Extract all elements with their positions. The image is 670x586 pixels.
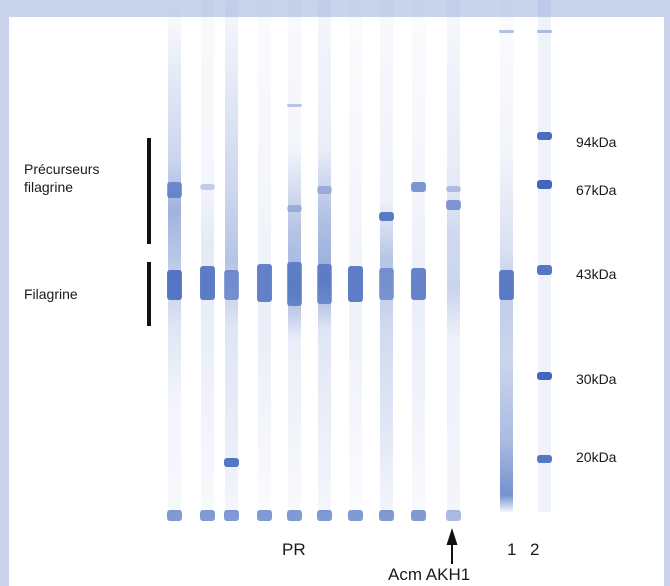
- precursors-bracket: [147, 138, 151, 244]
- marker-label-43kda: 43kDa: [576, 266, 617, 282]
- gel-band: [287, 262, 302, 306]
- marker-label-67kda: 67kDa: [576, 182, 617, 198]
- gel-lane-12: [537, 0, 552, 512]
- precursors-label-line2: filagrine: [24, 179, 74, 195]
- gel-band: [200, 266, 215, 300]
- gel-band: [224, 458, 239, 467]
- gel-lane-7: [348, 0, 363, 521]
- gel-band: [257, 510, 272, 521]
- filaggrin-bracket: [147, 262, 151, 326]
- marker-label-30kda: 30kDa: [576, 371, 617, 387]
- gel-band: [446, 186, 461, 192]
- gel-band: [317, 264, 332, 304]
- gel-lane-4: [257, 0, 272, 521]
- gel-band: [411, 268, 426, 300]
- gel-band: [537, 455, 552, 463]
- gel-band: [257, 264, 272, 302]
- gel-lane-2: [200, 0, 215, 521]
- gel-band: [200, 510, 215, 521]
- gel-band: [287, 205, 302, 212]
- gel-band: [317, 510, 332, 521]
- lane-2-label: 2: [530, 540, 540, 559]
- gel-band: [224, 270, 239, 300]
- gel-band: [537, 180, 552, 189]
- gel-band: [167, 510, 182, 521]
- filaggrin-label: Filagrine: [24, 286, 78, 302]
- gel-band: [537, 30, 552, 33]
- gel-band: [537, 132, 552, 140]
- gel-band: [411, 182, 426, 192]
- marker-label-20kda: 20kDa: [576, 449, 617, 465]
- gel-band: [287, 510, 302, 521]
- up-arrow-icon: [446, 528, 458, 564]
- gel-band: [224, 510, 239, 521]
- blot-panel: [9, 17, 664, 586]
- gel-band: [317, 186, 332, 194]
- gel-band: [167, 270, 182, 300]
- gel-band: [379, 510, 394, 521]
- gel-lane-6: [317, 0, 332, 521]
- gel-band: [379, 212, 394, 221]
- gel-lane-11: [499, 0, 514, 512]
- gel-lane-3: [224, 0, 239, 521]
- gel-band: [379, 268, 394, 300]
- gel-band: [411, 510, 426, 521]
- gel-band: [167, 182, 182, 198]
- gel-lane-1: [167, 0, 182, 521]
- gel-band: [287, 104, 302, 107]
- gel-lane-8: [379, 0, 394, 521]
- marker-label-94kda: 94kDa: [576, 134, 617, 150]
- gel-lane-5: [287, 0, 302, 521]
- gel-band: [348, 266, 363, 302]
- gel-lane-9: [411, 0, 426, 521]
- pr-label: PR: [282, 540, 306, 559]
- gel-band: [537, 372, 552, 380]
- precursors-label-line1: Précurseurs: [24, 161, 100, 177]
- gel-band: [499, 30, 514, 33]
- lane-1-label: 1: [507, 540, 517, 559]
- gel-band: [446, 510, 461, 521]
- gel-band: [200, 184, 215, 190]
- gel-lane-10: [446, 0, 461, 521]
- gel-band: [446, 200, 461, 210]
- antibody-label: Acm AKH1: [388, 565, 471, 584]
- gel-band: [499, 270, 514, 300]
- gel-band: [348, 510, 363, 521]
- gel-band: [537, 265, 552, 275]
